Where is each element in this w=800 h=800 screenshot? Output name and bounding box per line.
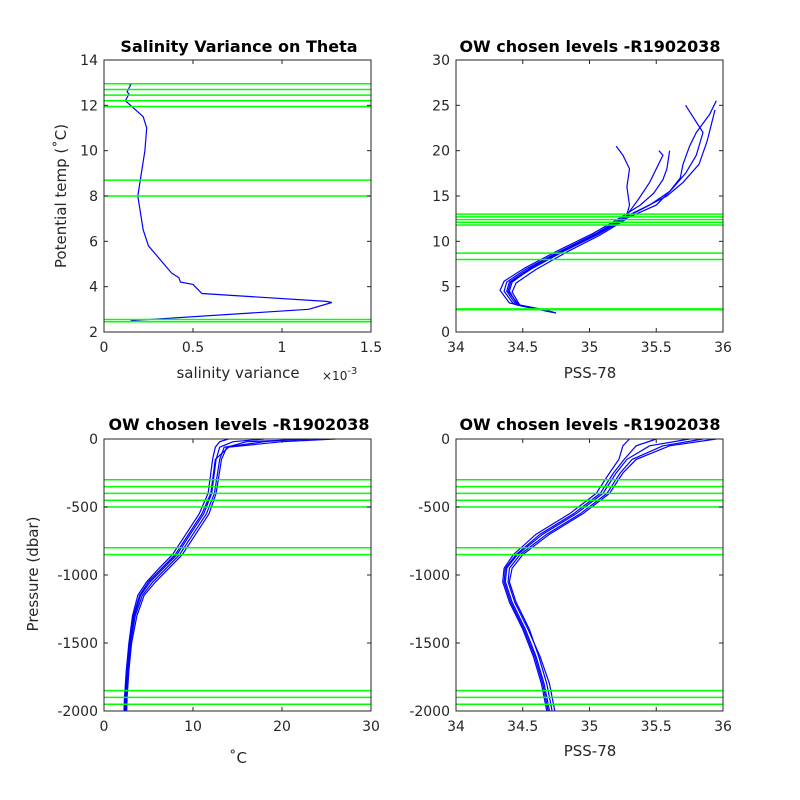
panel-theta-salinity: OW chosen levels -R1902038 PSS-78 34 34.5…	[432, 37, 732, 382]
x-tick-label: 30	[362, 719, 380, 735]
x-tick-label: 34.5	[507, 340, 538, 356]
panel-3-xlabel: ˚C	[229, 749, 247, 767]
panel-1-x-exponent-power: -3	[347, 366, 357, 377]
profile-line-4	[126, 438, 318, 712]
panel-3-title: OW chosen levels -R1902038	[108, 415, 369, 434]
profile-line-1	[124, 83, 332, 322]
x-tick-label: 35	[581, 340, 599, 356]
panel-pressure-salinity: OW chosen levels -R1902038 PSS-78 34 34.5…	[409, 415, 732, 760]
plot-area	[456, 439, 723, 711]
panel-4-xlabel: PSS-78	[564, 742, 617, 760]
y-tick-label: -2000	[409, 704, 450, 720]
x-tick-label: 34.5	[507, 719, 538, 735]
x-tick-label: 10	[184, 719, 202, 735]
x-tick-label: 36	[714, 340, 732, 356]
x-tick-label: 1	[278, 340, 287, 356]
panel-salinity-variance: Salinity Variance on Theta salinity vari…	[52, 37, 382, 383]
y-tick-label: 0	[89, 432, 98, 448]
panel-1-xlabel: salinity variance	[176, 364, 299, 382]
panel-3-ylabel: Pressure (dbar)	[24, 517, 42, 632]
y-tick-label: 12	[80, 98, 98, 114]
y-tick-label: -1000	[57, 568, 98, 584]
profile-line-3	[123, 438, 229, 712]
y-tick-label: 20	[432, 144, 450, 160]
x-tick-label: 20	[273, 719, 291, 735]
y-tick-label: 5	[441, 280, 450, 296]
profile-line-6	[507, 104, 704, 313]
y-tick-label: 10	[80, 144, 98, 160]
profile-line-3	[511, 145, 631, 314]
y-tick-label: 0	[441, 325, 450, 341]
x-tick-label: 34	[447, 719, 465, 735]
panel-1-title: Salinity Variance on Theta	[120, 37, 357, 56]
plot-area	[104, 439, 371, 711]
y-tick-label: 25	[432, 98, 450, 114]
panel-1-ylabel: Potential temp (˚C)	[52, 124, 70, 268]
profile-line-5	[124, 438, 265, 712]
y-tick-label: 10	[432, 234, 450, 250]
panel-1-x-exponent-base: ×10	[322, 369, 347, 383]
y-tick-label: -1500	[409, 636, 450, 652]
x-tick-label: 1.5	[360, 340, 382, 356]
y-tick-label: -500	[66, 500, 98, 516]
profile-line-2	[125, 438, 300, 712]
profile-line-4	[503, 109, 716, 311]
x-tick-label: 35	[581, 719, 599, 735]
y-tick-label: 4	[89, 280, 98, 296]
panel-1-x-exponent: ×10-3	[322, 366, 357, 383]
y-tick-label: 8	[89, 189, 98, 205]
profile-line-2	[499, 150, 671, 312]
y-tick-label: 14	[80, 53, 98, 69]
y-tick-label: -1000	[409, 568, 450, 584]
y-tick-label: 2	[89, 325, 98, 341]
x-tick-label: 0	[100, 719, 109, 735]
y-tick-label: -500	[418, 500, 450, 516]
plot-area	[456, 60, 723, 332]
panel-4-title: OW chosen levels -R1902038	[459, 415, 720, 434]
y-tick-label: -1500	[57, 636, 98, 652]
panel-2-xlabel: PSS-78	[564, 364, 617, 382]
x-tick-label: 35.5	[641, 719, 672, 735]
y-tick-label: 6	[89, 234, 98, 250]
y-tick-label: -2000	[57, 704, 98, 720]
y-tick-label: 15	[432, 189, 450, 205]
x-tick-label: 36	[714, 719, 732, 735]
panel-2-title: OW chosen levels -R1902038	[459, 37, 720, 56]
y-tick-label: 0	[441, 432, 450, 448]
x-tick-label: 0	[100, 340, 109, 356]
y-tick-label: 30	[432, 53, 450, 69]
x-tick-label: 34	[447, 340, 465, 356]
panel-pressure-temperature: OW chosen levels -R1902038 ˚C Pressure (…	[24, 415, 380, 767]
x-tick-label: 35.5	[641, 340, 672, 356]
x-tick-label: 0.5	[182, 340, 204, 356]
